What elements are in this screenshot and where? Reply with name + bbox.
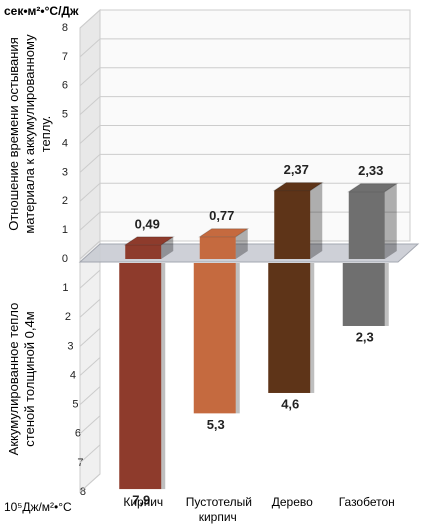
- y2-axis-title: Аккумулированное тепло стеной толщиной 0…: [6, 302, 37, 456]
- value-label: 5,3: [207, 417, 225, 432]
- x-tick-label: Дерево: [271, 495, 313, 509]
- bar: [268, 263, 311, 393]
- y-axis-title: Отношение времени остывания материала к …: [6, 34, 53, 234]
- tick-mark: [79, 473, 101, 493]
- bar: [119, 263, 162, 490]
- y2-tick-label: 3: [67, 340, 73, 352]
- value-label: 0,77: [209, 208, 234, 223]
- tick-mark: [79, 269, 101, 289]
- x-tick-label: Кирпич: [123, 495, 164, 509]
- grid-line: [79, 96, 410, 115]
- bar-side: [235, 263, 240, 414]
- y-tick-label: 7: [62, 51, 68, 63]
- bar-top: [272, 182, 324, 192]
- tick-mark: [79, 444, 101, 464]
- bar-side: [310, 182, 323, 259]
- bar-top: [123, 236, 175, 246]
- grid-line: [79, 9, 410, 29]
- y2-tick-label: 1: [62, 282, 68, 294]
- zero-plane: [78, 243, 420, 263]
- bar-side: [161, 236, 174, 259]
- grid-line: [79, 153, 410, 173]
- value-label: 2,33: [358, 163, 383, 178]
- bar: [199, 236, 236, 259]
- bar-top: [347, 183, 399, 193]
- bar-side: [384, 183, 397, 259]
- tick-mark: [79, 328, 101, 347]
- bar-side: [235, 228, 248, 259]
- y2-tick-label: 8: [80, 486, 86, 498]
- y-tick-label: 5: [62, 109, 68, 121]
- x-tick-label: Газобетон: [338, 495, 395, 509]
- y2-tick-label: 2: [65, 311, 71, 323]
- bar: [274, 190, 311, 259]
- y2-unit: 10⁵Дж/м²•°C: [4, 500, 72, 514]
- bar: [342, 263, 385, 326]
- y-unit: сек•м²•°C/Дж: [4, 4, 79, 18]
- value-label: 2,3: [356, 329, 374, 344]
- bar-side: [310, 263, 315, 393]
- y-tick-label: 2: [62, 195, 68, 207]
- grid-line: [79, 38, 410, 58]
- bar-top: [198, 228, 250, 238]
- value-label: 4,6: [281, 396, 299, 411]
- bar: [193, 263, 236, 414]
- bar-side: [161, 263, 166, 490]
- value-label: 7,9: [132, 493, 150, 508]
- tick-mark: [79, 386, 101, 405]
- tick-mark: [79, 415, 101, 435]
- y2-tick-label: 4: [70, 369, 76, 381]
- tick-mark: [79, 298, 101, 318]
- y-tick-label: 6: [62, 80, 68, 92]
- tick-mark: [79, 357, 101, 376]
- y-tick-label: 3: [62, 166, 68, 178]
- y2-tick-label: 5: [72, 399, 78, 411]
- x-tick-label: Пустотелый кирпич: [185, 495, 252, 524]
- bar: [348, 191, 385, 259]
- y-tick-label: 8: [62, 22, 68, 34]
- y-tick-label: 1: [62, 224, 68, 236]
- grid-line: [79, 67, 410, 87]
- y-tick-label: 4: [62, 137, 68, 149]
- value-label: 2,37: [284, 162, 309, 177]
- grid-line: [79, 125, 410, 144]
- y2-tick-label: 6: [75, 428, 81, 440]
- bar: [125, 244, 162, 259]
- value-label: 0,49: [135, 216, 160, 231]
- bar-side: [384, 263, 389, 326]
- y-tick-label: 0: [62, 253, 68, 265]
